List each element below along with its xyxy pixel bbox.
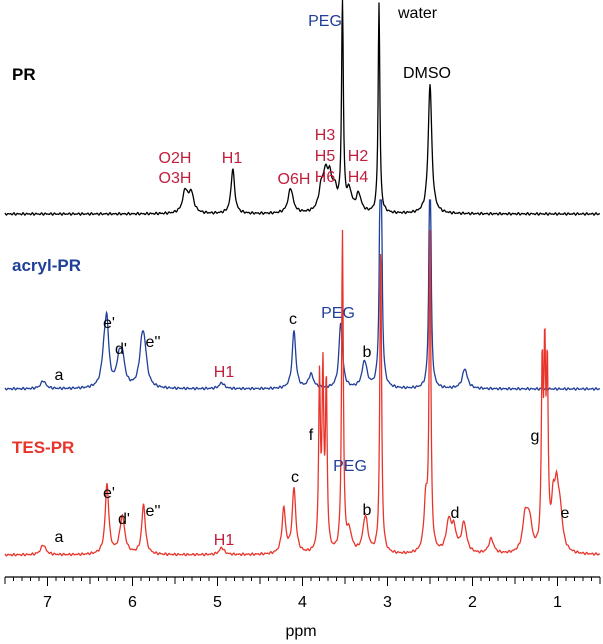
peak-label: H4 — [348, 169, 369, 186]
x-tick-label: 3 — [383, 594, 392, 611]
peak-label: d' — [115, 341, 127, 358]
peak-label: O2H — [159, 150, 192, 167]
peak-label: H1 — [222, 150, 243, 167]
peak-label: PEG — [333, 458, 367, 475]
x-tick-label: 5 — [213, 594, 222, 611]
spectrum-acryl-pr — [4, 199, 601, 391]
peak-label: e' — [103, 485, 115, 502]
spectra-group — [4, 0, 601, 557]
x-tick-label: 1 — [553, 594, 562, 611]
peak-label: b — [363, 502, 372, 519]
x-axis-label: ppm — [285, 623, 316, 640]
peak-label: H3 — [315, 127, 336, 144]
peak-label: e' — [103, 315, 115, 332]
peak-label: water — [397, 5, 438, 22]
peak-label: a — [55, 367, 64, 384]
x-tick-label: 6 — [128, 594, 137, 611]
peak-label: H2 — [348, 148, 369, 165]
peak-label: d' — [118, 511, 130, 528]
peak-label: a — [55, 529, 64, 546]
series-label-acryl-pr: acryl-PR — [12, 256, 81, 275]
peak-label: b — [363, 344, 372, 361]
peak-label: H1 — [214, 364, 235, 381]
series-label-tes-pr: TES-PR — [12, 438, 74, 457]
spectrum-tes-pr — [4, 229, 601, 557]
peak-label: e'' — [145, 334, 160, 351]
peak-label: H5 — [315, 148, 336, 165]
peak-label: e'' — [145, 503, 160, 520]
peak-label: PEG — [321, 305, 355, 322]
peak-label: e — [561, 505, 570, 522]
peak-label: O3H — [159, 170, 192, 187]
x-tick-label: 4 — [298, 594, 307, 611]
spectrum-pr — [4, 0, 601, 216]
series-labels: PR acryl-PR TES-PR — [12, 65, 81, 457]
peak-label: DMSO — [403, 65, 451, 82]
peak-label: g — [531, 428, 540, 445]
x-tick-label: 2 — [468, 594, 477, 611]
peak-label: H1 — [214, 532, 235, 549]
peak-label: PEG — [308, 13, 342, 30]
peak-label: c — [291, 469, 299, 486]
peak-label: f — [309, 427, 314, 444]
peak-label: d — [451, 505, 460, 522]
x-axis: 7 6 5 4 3 2 1 — [4, 576, 601, 611]
peak-label: H6 — [315, 169, 336, 186]
peak-label: c — [289, 311, 297, 328]
peak-label: O6H — [278, 171, 311, 188]
x-tick-label: 7 — [43, 594, 52, 611]
series-label-pr: PR — [12, 65, 36, 84]
